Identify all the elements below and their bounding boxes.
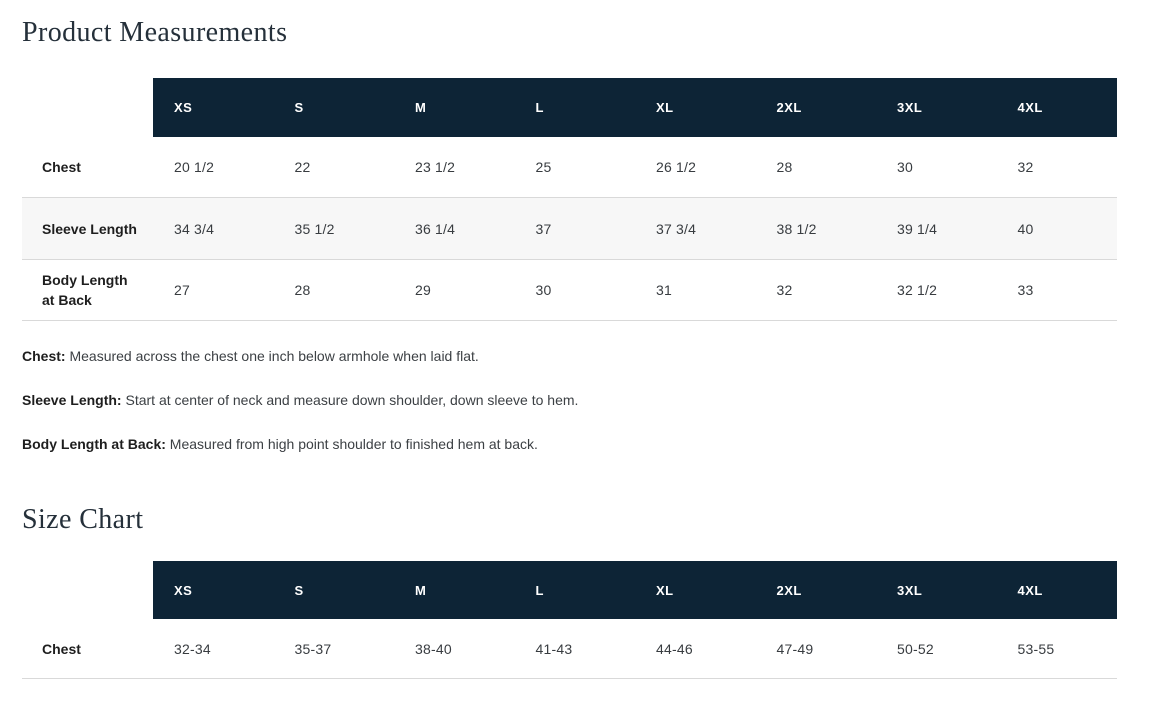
size-chart-header-3xl: 3XL [897,582,923,598]
size-chart-chest-xs: 32-34 [174,640,211,657]
size-chart-header-l: L [535,582,544,598]
size-chart-title: Size Chart [22,504,144,535]
size-column-header-m: M [415,100,427,115]
chest-value-l: 25 [535,159,552,175]
sleeve-value-s: 35 1/2 [294,220,335,237]
note-sleeve-text: Start at center of neck and measure down… [125,392,579,408]
size-chart-row-label-chest: Chest [42,640,81,657]
body-length-value-2xl: 32 [776,282,793,298]
chest-value-m: 23 1/2 [415,159,456,175]
size-chart-header-m: M [415,582,427,598]
table-row-chest: Chest 20 1/2 22 23 1/2 25 26 1/2 28 30 3… [22,137,1117,198]
note-body-text: Measured from high point shoulder to fin… [169,436,538,452]
chest-value-xs: 20 1/2 [174,159,215,175]
size-chart-header-2xl: 2XL [776,582,802,598]
size-chart-header-row: XS S M L XL 2XL 3XL 4XL [153,561,1117,619]
size-chart-chest-4xl: 53-55 [1017,640,1055,657]
sleeve-value-2xl: 38 1/2 [776,220,817,237]
size-header-row: XS S M L XL 2XL 3XL 4XL [153,78,1117,137]
size-column-header-xs: XS [174,100,193,115]
chest-value-xl: 26 1/2 [656,159,697,175]
size-chart-table: XS S M L XL 2XL 3XL 4XL Chest 32-34 35-3… [22,561,1117,679]
size-chart-chest-m: 38-40 [415,640,452,657]
note-sleeve-length: Sleeve Length: Start at center of neck a… [22,390,1117,410]
measurement-notes: Chest: Measured across the chest one inc… [22,346,1117,454]
sleeve-value-m: 36 1/4 [415,220,456,237]
size-column-header-xl: XL [656,100,674,115]
body-length-value-m: 29 [415,282,431,298]
note-chest-text: Measured across the chest one inch below… [69,348,479,364]
size-chart-chest-3xl: 50-52 [897,640,934,657]
sleeve-value-3xl: 39 1/4 [897,220,938,237]
size-chart-header-s: S [294,582,304,598]
chest-value-4xl: 32 [1017,159,1034,175]
size-chart-chest-2xl: 47-49 [776,640,814,657]
note-body-length: Body Length at Back: Measured from high … [22,434,1117,454]
size-column-header-4xl: 4XL [1017,100,1043,115]
size-column-header-3xl: 3XL [897,100,923,115]
table-row-sleeve-length: Sleeve Length 34 3/4 35 1/2 36 1/4 37 37… [22,198,1117,260]
chest-value-3xl: 30 [897,159,913,175]
product-measurements-title: Product Measurements [22,17,288,48]
size-column-header-l: L [535,100,544,115]
sleeve-value-xs: 34 3/4 [174,220,215,237]
row-label-body-length: Body Length at Back [42,272,128,308]
row-label-sleeve-length: Sleeve Length [42,220,137,237]
size-chart-chest-s: 35-37 [294,640,332,657]
size-guide-page: Product Measurements XS S M L XL 2XL 3XL… [0,17,1117,679]
body-length-value-xl: 31 [656,282,672,298]
row-label-chest: Chest [42,159,81,175]
note-chest-label: Chest: [22,348,66,364]
size-chart-header-4xl: 4XL [1017,582,1043,598]
size-column-header-2xl: 2XL [776,100,802,115]
size-chart-chest-xl: 44-46 [656,640,693,657]
sleeve-value-xl: 37 3/4 [656,220,697,237]
product-measurements-table: XS S M L XL 2XL 3XL 4XL Chest 20 1/2 22 … [22,78,1117,321]
table-row-body-length: Body Length at Back 27 28 29 30 31 32 32… [22,260,1117,321]
body-length-value-l: 30 [535,282,552,298]
size-chart-header-xl: XL [656,582,674,598]
chest-value-2xl: 28 [776,159,793,175]
body-length-value-4xl: 33 [1017,282,1034,298]
sleeve-value-4xl: 40 [1017,220,1034,237]
note-sleeve-label: Sleeve Length: [22,392,122,408]
body-length-value-s: 28 [294,282,311,298]
body-length-value-xs: 27 [174,282,190,298]
chest-value-s: 22 [294,159,311,175]
sleeve-value-l: 37 [535,220,552,237]
body-length-value-3xl: 32 1/2 [897,282,938,298]
note-chest: Chest: Measured across the chest one inc… [22,346,1117,366]
size-column-header-s: S [294,100,304,115]
size-chart-chest-l: 41-43 [535,640,573,657]
size-chart-header-xs: XS [174,582,193,598]
size-chart-row-chest: Chest 32-34 35-37 38-40 41-43 44-46 47-4… [22,619,1117,679]
note-body-label: Body Length at Back: [22,436,166,452]
